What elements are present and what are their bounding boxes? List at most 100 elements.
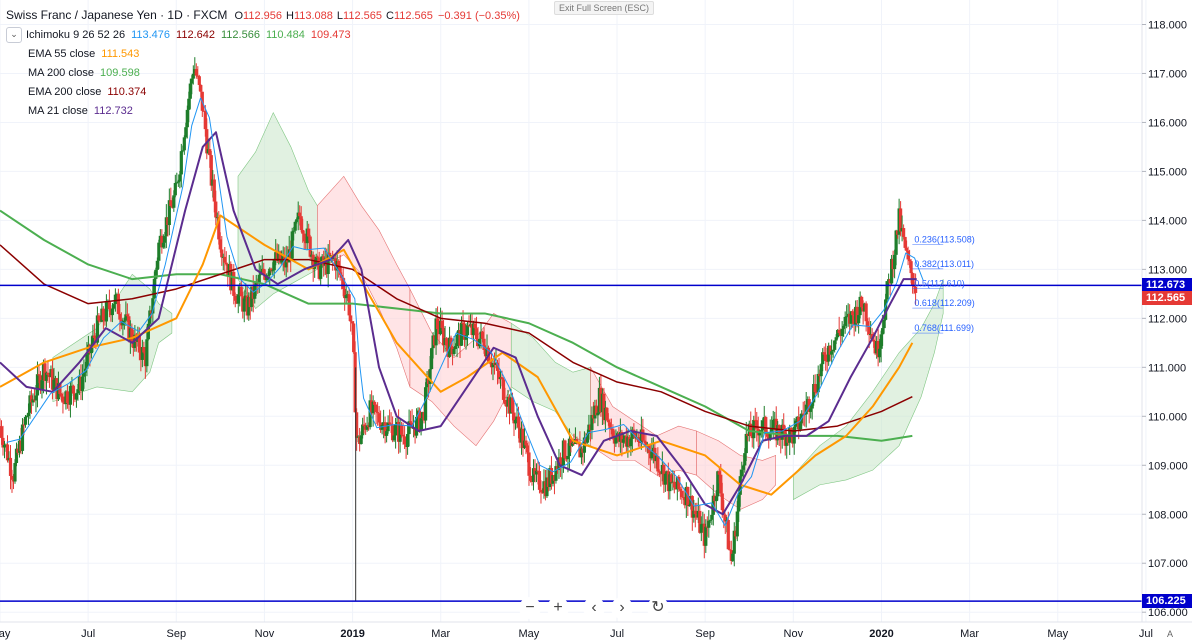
indicator-ichimoku[interactable]: ⌄ Ichimoku 9 26 52 26 113.476 112.642 112.56… — [6, 26, 520, 45]
candle-up — [704, 519, 708, 553]
candle-body — [218, 239, 222, 250]
candle-body — [849, 311, 853, 324]
candle-down — [214, 190, 218, 226]
candle-body — [434, 318, 438, 346]
candle-body — [272, 259, 276, 271]
fibonacci-retracement[interactable]: 0.236(113.508) 0.382(113.011) 0.5(112.610)… — [912, 234, 975, 334]
horizontal-lines[interactable] — [0, 284, 1142, 602]
ohlc-o: O112.956 — [234, 10, 282, 22]
price-tick-label: 109.000 — [1148, 460, 1188, 472]
candle-body — [307, 228, 311, 237]
candle-body — [440, 320, 444, 328]
chart-legend: Swiss Franc / Japanese Yen · 1D · FXCM O… — [6, 6, 520, 121]
scroll-forward-button[interactable]: › — [611, 597, 633, 619]
candle-body — [735, 511, 739, 537]
candle-down — [482, 327, 486, 354]
price-axis[interactable]: 118.000 117.000 116.000 115.000 114.000 113.0… — [1142, 19, 1188, 619]
time-axis[interactable]: May Jul Sep Nov 2019 Mar May Jul Sep Nov 2020 Mar Ma… — [0, 628, 1153, 640]
candle-body — [400, 424, 404, 435]
zoom-out-button[interactable]: − — [519, 597, 541, 619]
candle-body — [840, 328, 844, 336]
ohlc-l: L112.565 — [336, 10, 382, 22]
candle-body — [373, 401, 377, 405]
candle-down — [299, 206, 303, 233]
candle-body — [531, 468, 536, 482]
candle-body — [669, 474, 673, 483]
candle-body — [834, 337, 838, 341]
candle-body — [594, 405, 599, 416]
candle-body — [913, 286, 918, 293]
candle-body — [726, 520, 730, 550]
candle-up — [830, 339, 834, 365]
candle-body — [308, 236, 312, 257]
indicator-ema55[interactable]: EMA 55 close 111.543 — [6, 45, 520, 64]
candle-body — [893, 254, 897, 270]
candle-body — [154, 269, 158, 279]
candle-up — [531, 459, 536, 491]
auto-scale-button[interactable]: A — [1166, 629, 1173, 639]
candle-up — [857, 315, 861, 334]
candle-body — [155, 260, 159, 270]
collapse-indicators-icon[interactable]: ⌄ — [6, 27, 22, 44]
candle-down — [512, 402, 516, 437]
zoom-in-button[interactable]: + — [547, 597, 569, 619]
indicator-ma200[interactable]: MA 200 close 109.598 — [6, 64, 520, 83]
price-change: −0.391 (−0.35%) — [437, 10, 520, 22]
candle-up — [191, 65, 195, 85]
indicator-ema200[interactable]: EMA 200 close 110.374 — [6, 83, 520, 102]
candle-body — [708, 519, 712, 521]
horizontal-line-price-tag: 112.673 — [1142, 278, 1192, 293]
time-tick-label: Mar — [431, 628, 450, 640]
fib-level-label: 0.5(112.610) — [914, 278, 964, 288]
candle-body — [884, 299, 888, 320]
candle-body — [383, 422, 387, 436]
candle-up — [423, 382, 428, 431]
candle-down — [343, 278, 347, 311]
candle-down — [537, 462, 542, 494]
scroll-back-button[interactable]: ‹ — [583, 597, 605, 619]
candle-down — [539, 480, 543, 504]
reset-chart-button[interactable]: ↻ — [647, 597, 669, 619]
price-tick-label: 117.000 — [1148, 68, 1187, 80]
candle-body — [173, 182, 177, 196]
candle-body — [731, 553, 735, 561]
candle-body — [199, 84, 203, 92]
candle-body — [151, 298, 155, 314]
candle-body — [474, 328, 479, 340]
candle-up — [407, 409, 411, 447]
candle-body — [737, 494, 741, 512]
candle-body — [807, 399, 811, 412]
candle-body — [349, 315, 353, 322]
candle-body — [257, 274, 261, 283]
candle-down — [1, 425, 5, 456]
candle-body — [563, 440, 567, 459]
candle-down — [860, 295, 864, 310]
candle-body — [239, 287, 243, 297]
candle-body — [429, 348, 434, 370]
indicator-ma21[interactable]: MA 21 close 112.732 — [6, 102, 520, 121]
candle-body — [374, 404, 378, 413]
candle-body — [344, 295, 348, 299]
time-tick-label: Jul — [1139, 628, 1153, 640]
candle-body — [752, 419, 756, 439]
candle-down — [362, 415, 366, 434]
candle-body — [355, 412, 359, 438]
candle-body — [462, 324, 467, 340]
candle-up — [590, 406, 594, 440]
candle-body — [8, 457, 13, 476]
candle-down — [349, 302, 353, 332]
candle-body — [391, 424, 395, 441]
candle-down — [837, 316, 841, 336]
exit-fullscreen-button[interactable]: Exit Full Screen (ESC) — [554, 1, 655, 15]
candle-down — [501, 377, 506, 403]
candle-body — [284, 258, 288, 268]
candle-body — [465, 325, 470, 336]
candle-body — [513, 419, 518, 424]
candle-body — [167, 200, 171, 226]
indicator-name: MA 21 close — [28, 105, 88, 117]
symbol-title[interactable]: Swiss Franc / Japanese Yen · 1D · FXCM — [6, 8, 228, 22]
candle-body — [299, 216, 303, 230]
candle-body — [269, 268, 273, 271]
candle-up — [894, 229, 898, 266]
